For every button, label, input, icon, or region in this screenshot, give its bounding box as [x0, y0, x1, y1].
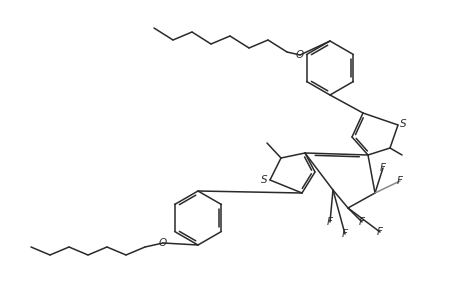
Text: F: F [341, 229, 347, 239]
Text: O: O [295, 50, 303, 60]
Text: F: F [379, 163, 385, 173]
Text: S: S [260, 175, 267, 185]
Text: F: F [358, 217, 364, 227]
Text: S: S [399, 119, 405, 129]
Text: O: O [159, 238, 167, 248]
Text: F: F [376, 227, 382, 237]
Text: F: F [326, 217, 332, 227]
Text: F: F [396, 176, 402, 186]
